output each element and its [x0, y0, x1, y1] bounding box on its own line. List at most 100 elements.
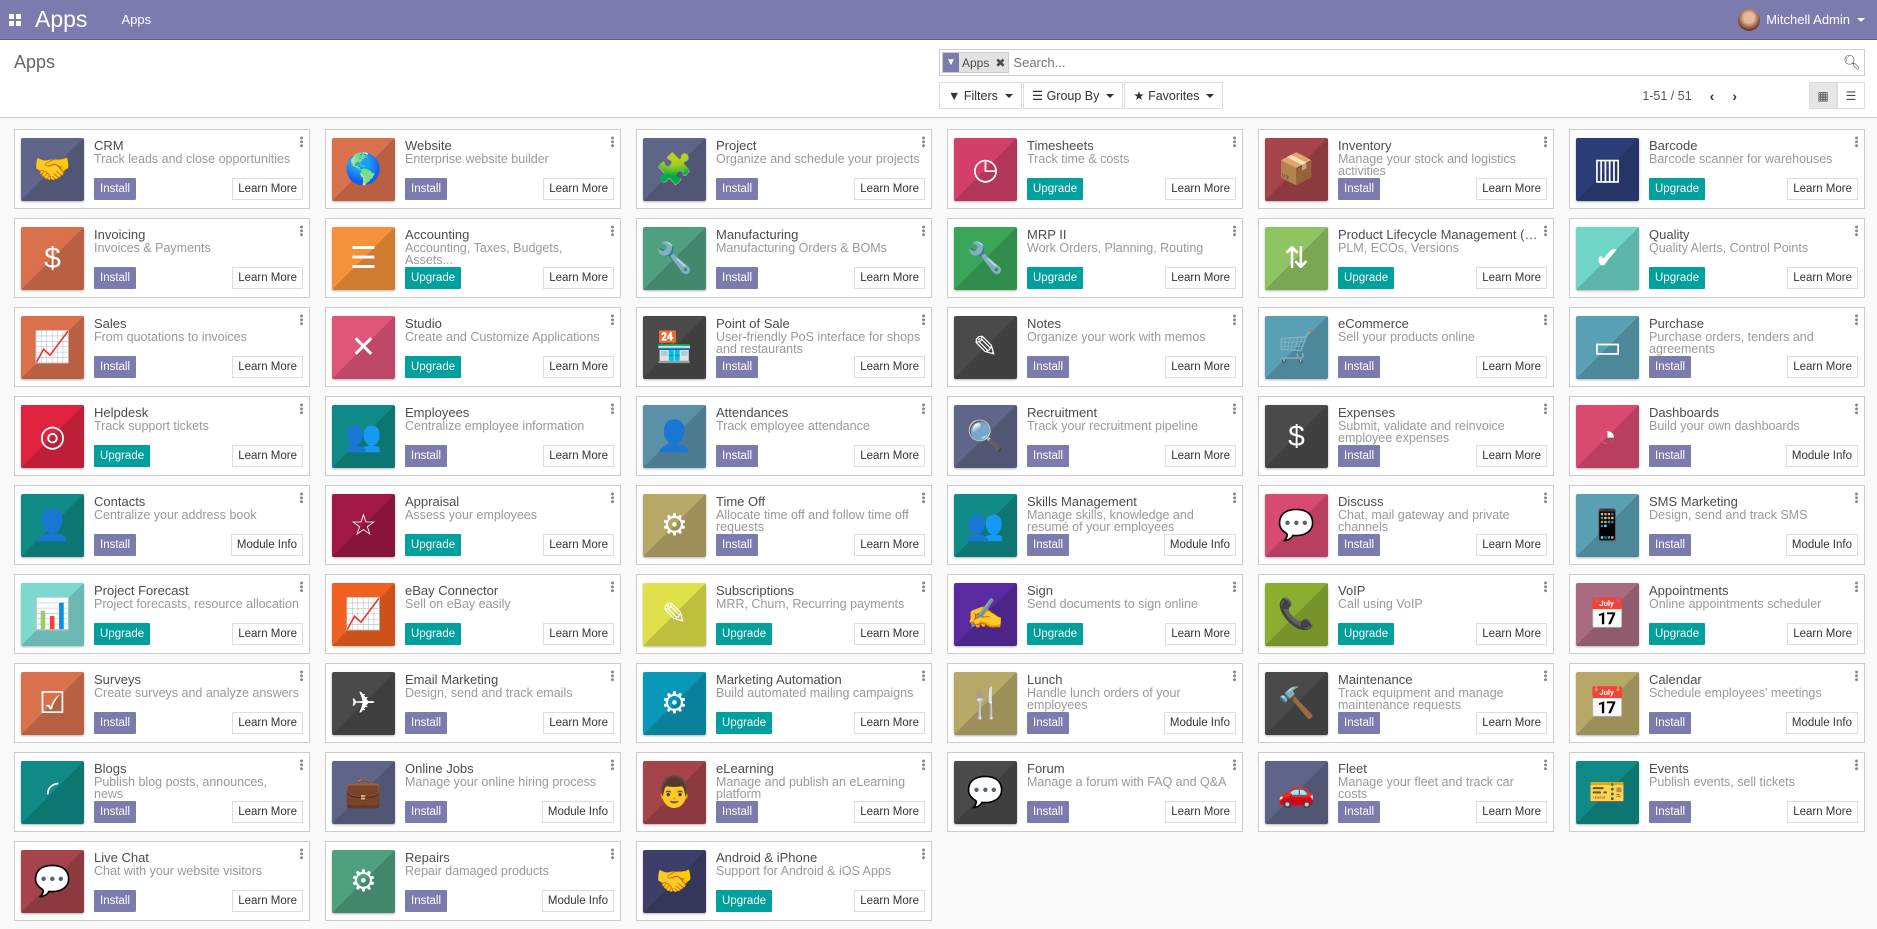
install-button[interactable]: Install: [1027, 801, 1070, 823]
learn-more-button[interactable]: Learn More: [1476, 356, 1547, 378]
upgrade-button[interactable]: Upgrade: [1649, 623, 1706, 645]
kebab-menu-icon[interactable]: •••: [295, 314, 307, 326]
learn-more-button[interactable]: Learn More: [1787, 267, 1858, 289]
user-menu[interactable]: Mitchell Admin: [1738, 8, 1865, 31]
learn-more-button[interactable]: Learn More: [1476, 623, 1547, 645]
install-button[interactable]: Install: [94, 534, 137, 556]
kebab-menu-icon[interactable]: •••: [917, 136, 929, 148]
learn-more-button[interactable]: Learn More: [232, 445, 303, 467]
kebab-menu-icon[interactable]: •••: [606, 581, 618, 593]
learn-more-button[interactable]: Learn More: [1165, 356, 1236, 378]
list-view-icon[interactable]: ☰: [1837, 82, 1865, 109]
learn-more-button[interactable]: Learn More: [232, 623, 303, 645]
learn-more-button[interactable]: Learn More: [543, 356, 614, 378]
kanban-view-icon[interactable]: ▦: [1809, 82, 1837, 109]
kebab-menu-icon[interactable]: •••: [1539, 403, 1551, 415]
install-button[interactable]: Install: [94, 178, 137, 200]
kebab-menu-icon[interactable]: •••: [1850, 670, 1862, 682]
module-info-button[interactable]: Module Info: [1785, 712, 1858, 734]
upgrade-button[interactable]: Upgrade: [1027, 267, 1084, 289]
learn-more-button[interactable]: Learn More: [232, 267, 303, 289]
upgrade-button[interactable]: Upgrade: [94, 623, 151, 645]
upgrade-button[interactable]: Upgrade: [405, 623, 462, 645]
learn-more-button[interactable]: Learn More: [543, 623, 614, 645]
kebab-menu-icon[interactable]: •••: [1228, 759, 1240, 771]
learn-more-button[interactable]: Learn More: [854, 801, 925, 823]
upgrade-button[interactable]: Upgrade: [1027, 178, 1084, 200]
install-button[interactable]: Install: [1649, 712, 1692, 734]
kebab-menu-icon[interactable]: •••: [917, 403, 929, 415]
kebab-menu-icon[interactable]: •••: [606, 314, 618, 326]
install-button[interactable]: Install: [1027, 712, 1070, 734]
kebab-menu-icon[interactable]: •••: [1850, 136, 1862, 148]
group-by-button[interactable]: ☰ Group By: [1022, 82, 1124, 109]
module-info-button[interactable]: Module Info: [541, 890, 614, 912]
kebab-menu-icon[interactable]: •••: [606, 403, 618, 415]
install-button[interactable]: Install: [716, 356, 759, 378]
learn-more-button[interactable]: Learn More: [543, 445, 614, 467]
upgrade-button[interactable]: Upgrade: [405, 267, 462, 289]
kebab-menu-icon[interactable]: •••: [1228, 136, 1240, 148]
kebab-menu-icon[interactable]: •••: [1228, 314, 1240, 326]
kebab-menu-icon[interactable]: •••: [1228, 581, 1240, 593]
kebab-menu-icon[interactable]: •••: [295, 848, 307, 860]
learn-more-button[interactable]: Learn More: [232, 712, 303, 734]
learn-more-button[interactable]: Learn More: [232, 801, 303, 823]
install-button[interactable]: Install: [716, 178, 759, 200]
kebab-menu-icon[interactable]: •••: [1228, 670, 1240, 682]
install-button[interactable]: Install: [1649, 445, 1692, 467]
learn-more-button[interactable]: Learn More: [854, 712, 925, 734]
install-button[interactable]: Install: [1027, 445, 1070, 467]
install-button[interactable]: Install: [1649, 534, 1692, 556]
upgrade-button[interactable]: Upgrade: [94, 445, 151, 467]
learn-more-button[interactable]: Learn More: [1165, 445, 1236, 467]
kebab-menu-icon[interactable]: •••: [295, 403, 307, 415]
kebab-menu-icon[interactable]: •••: [917, 670, 929, 682]
learn-more-button[interactable]: Learn More: [1165, 267, 1236, 289]
install-button[interactable]: Install: [716, 534, 759, 556]
kebab-menu-icon[interactable]: •••: [1539, 314, 1551, 326]
module-info-button[interactable]: Module Info: [230, 534, 303, 556]
kebab-menu-icon[interactable]: •••: [606, 759, 618, 771]
module-info-button[interactable]: Module Info: [1163, 712, 1236, 734]
learn-more-button[interactable]: Learn More: [1476, 712, 1547, 734]
upgrade-button[interactable]: Upgrade: [1338, 267, 1395, 289]
install-button[interactable]: Install: [405, 178, 448, 200]
kebab-menu-icon[interactable]: •••: [1228, 225, 1240, 237]
learn-more-button[interactable]: Learn More: [543, 712, 614, 734]
search-icon[interactable]: 🔍︎: [1843, 54, 1861, 70]
learn-more-button[interactable]: Learn More: [854, 178, 925, 200]
module-info-button[interactable]: Module Info: [1785, 445, 1858, 467]
kebab-menu-icon[interactable]: •••: [606, 848, 618, 860]
kebab-menu-icon[interactable]: •••: [295, 136, 307, 148]
module-info-button[interactable]: Module Info: [1785, 534, 1858, 556]
learn-more-button[interactable]: Learn More: [232, 356, 303, 378]
learn-more-button[interactable]: Learn More: [1165, 178, 1236, 200]
kebab-menu-icon[interactable]: •••: [1539, 492, 1551, 504]
learn-more-button[interactable]: Learn More: [854, 445, 925, 467]
upgrade-button[interactable]: Upgrade: [1027, 623, 1084, 645]
upgrade-button[interactable]: Upgrade: [1649, 267, 1706, 289]
kebab-menu-icon[interactable]: •••: [1228, 492, 1240, 504]
install-button[interactable]: Install: [1027, 534, 1070, 556]
learn-more-button[interactable]: Learn More: [232, 178, 303, 200]
kebab-menu-icon[interactable]: •••: [1850, 759, 1862, 771]
learn-more-button[interactable]: Learn More: [543, 534, 614, 556]
kebab-menu-icon[interactable]: •••: [917, 225, 929, 237]
learn-more-button[interactable]: Learn More: [1476, 445, 1547, 467]
install-button[interactable]: Install: [1027, 356, 1070, 378]
learn-more-button[interactable]: Learn More: [1787, 801, 1858, 823]
upgrade-button[interactable]: Upgrade: [716, 712, 773, 734]
learn-more-button[interactable]: Learn More: [543, 267, 614, 289]
install-button[interactable]: Install: [405, 712, 448, 734]
install-button[interactable]: Install: [1649, 356, 1692, 378]
learn-more-button[interactable]: Learn More: [543, 178, 614, 200]
install-button[interactable]: Install: [1338, 534, 1381, 556]
learn-more-button[interactable]: Learn More: [1165, 623, 1236, 645]
learn-more-button[interactable]: Learn More: [1476, 534, 1547, 556]
install-button[interactable]: Install: [716, 445, 759, 467]
upgrade-button[interactable]: Upgrade: [1649, 178, 1706, 200]
learn-more-button[interactable]: Learn More: [1476, 178, 1547, 200]
module-info-button[interactable]: Module Info: [541, 801, 614, 823]
kebab-menu-icon[interactable]: •••: [917, 848, 929, 860]
